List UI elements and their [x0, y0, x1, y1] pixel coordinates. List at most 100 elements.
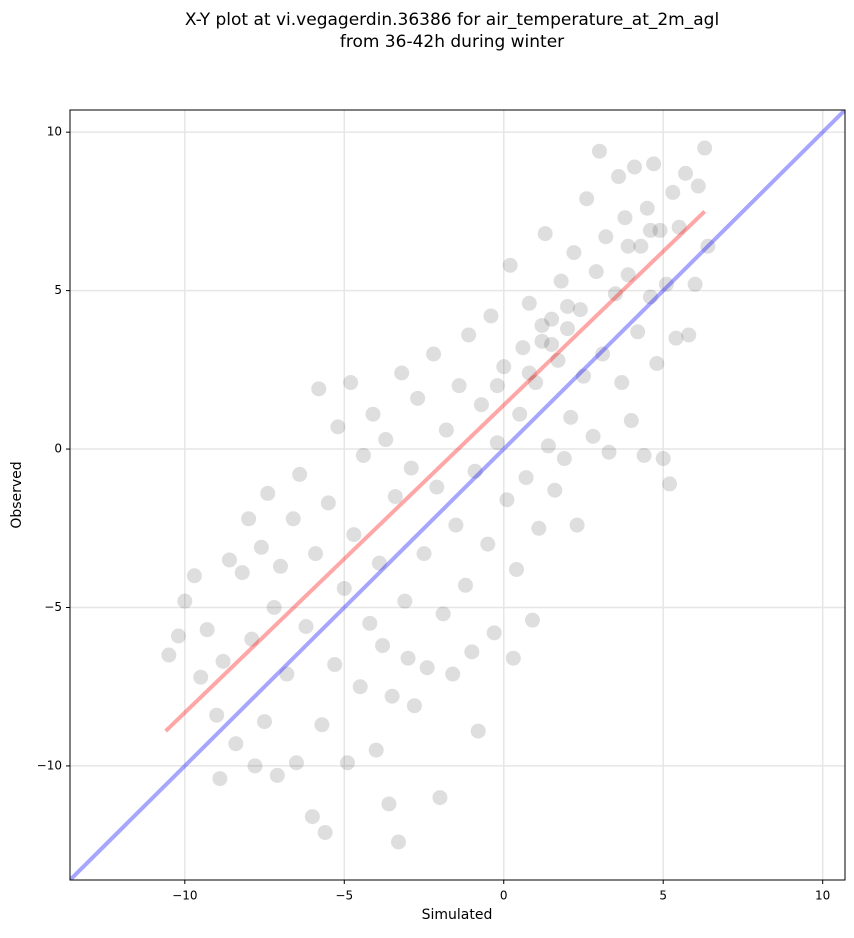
- point: [620, 238, 636, 254]
- point: [630, 324, 646, 340]
- point: [375, 638, 391, 654]
- point: [697, 140, 713, 156]
- point: [327, 657, 343, 673]
- point: [221, 552, 237, 568]
- point: [642, 289, 658, 305]
- point: [260, 485, 276, 501]
- point: [499, 492, 515, 508]
- x-tick-label: −5: [335, 889, 353, 903]
- point: [652, 222, 668, 238]
- point: [553, 273, 569, 289]
- point: [308, 546, 324, 562]
- point: [394, 365, 410, 381]
- point: [170, 628, 186, 644]
- point: [572, 302, 588, 318]
- point: [633, 238, 649, 254]
- point: [473, 397, 489, 413]
- point: [339, 755, 355, 771]
- point: [521, 295, 537, 311]
- y-tick-label: 10: [47, 125, 62, 139]
- point: [186, 568, 202, 584]
- point: [489, 435, 505, 451]
- point: [419, 660, 435, 676]
- point: [662, 476, 678, 492]
- plot-frame: [69, 109, 846, 881]
- point: [448, 517, 464, 533]
- point: [547, 482, 563, 498]
- point: [700, 238, 716, 254]
- point: [410, 390, 426, 406]
- point: [556, 451, 572, 467]
- point: [623, 413, 639, 429]
- point: [352, 679, 368, 695]
- point: [595, 346, 611, 362]
- point: [241, 511, 257, 527]
- point: [668, 330, 684, 346]
- point: [365, 406, 381, 422]
- point: [531, 520, 547, 536]
- point: [397, 593, 413, 609]
- point: [461, 327, 477, 343]
- point: [489, 378, 505, 394]
- point: [432, 790, 448, 806]
- point: [317, 824, 333, 840]
- point: [343, 375, 359, 391]
- point: [591, 143, 607, 159]
- point: [550, 352, 566, 368]
- point: [569, 517, 585, 533]
- point: [362, 615, 378, 631]
- point: [445, 666, 461, 682]
- point: [575, 368, 591, 384]
- point: [614, 375, 630, 391]
- point: [304, 809, 320, 825]
- point: [266, 599, 282, 615]
- point: [655, 451, 671, 467]
- point: [244, 631, 260, 647]
- point: [585, 428, 601, 444]
- point: [177, 593, 193, 609]
- point: [690, 178, 706, 194]
- point: [486, 625, 502, 641]
- point: [381, 796, 397, 812]
- point: [384, 688, 400, 704]
- point: [457, 577, 473, 593]
- point: [429, 479, 445, 495]
- point: [288, 755, 304, 771]
- point: [671, 219, 687, 235]
- x-tick-label: 10: [815, 889, 830, 903]
- reference-line: [70, 110, 845, 880]
- point: [467, 463, 483, 479]
- point: [620, 267, 636, 283]
- y-tick-label: 5: [54, 283, 62, 297]
- point: [400, 650, 416, 666]
- point: [193, 669, 209, 685]
- point: [279, 666, 295, 682]
- point: [607, 286, 623, 302]
- point: [464, 644, 480, 660]
- point: [534, 333, 550, 349]
- reference-line: [164, 209, 707, 733]
- point: [426, 346, 442, 362]
- point: [528, 375, 544, 391]
- point: [496, 359, 512, 375]
- point: [566, 245, 582, 261]
- point: [212, 771, 228, 787]
- point: [512, 406, 528, 422]
- point: [560, 321, 576, 337]
- point: [639, 200, 655, 216]
- point: [588, 264, 604, 280]
- x-tick-label: −10: [172, 889, 197, 903]
- point: [269, 767, 285, 783]
- point: [611, 169, 627, 185]
- point: [560, 298, 576, 314]
- point: [649, 355, 665, 371]
- x-tick-label: 0: [500, 889, 508, 903]
- point: [617, 210, 633, 226]
- point: [253, 539, 269, 555]
- point: [346, 527, 362, 543]
- point: [292, 466, 308, 482]
- point: [646, 156, 662, 172]
- point: [298, 619, 314, 635]
- point: [502, 257, 518, 273]
- point: [314, 717, 330, 733]
